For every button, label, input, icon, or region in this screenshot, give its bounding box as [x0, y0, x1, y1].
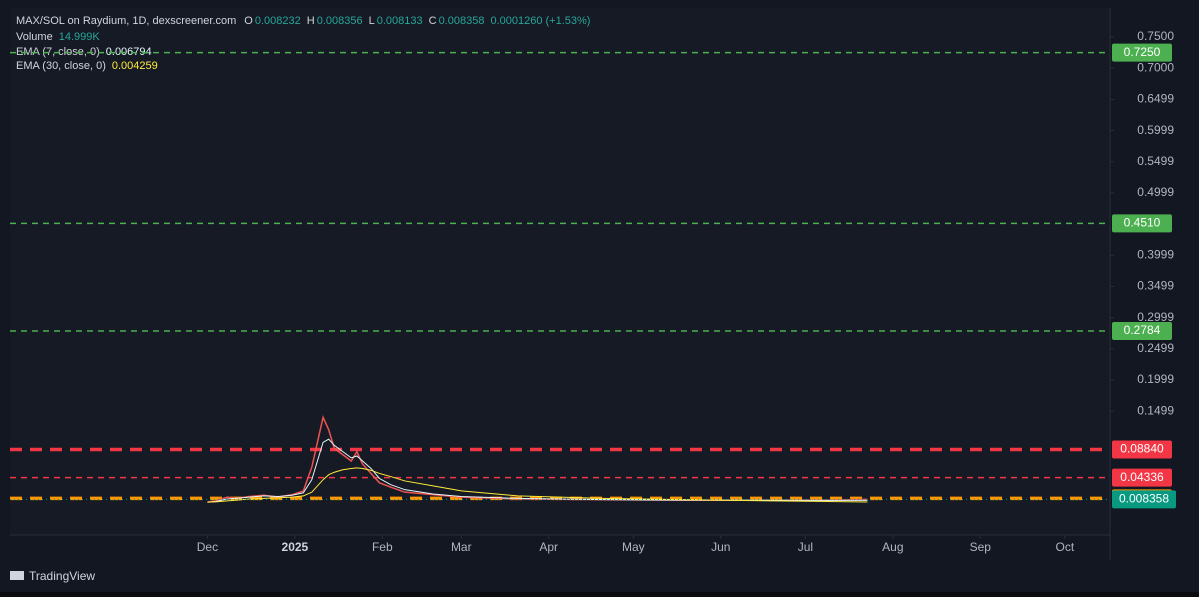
ema7-value: 0.006794 — [106, 46, 152, 58]
y-tick-label: 0.4999 — [1137, 185, 1174, 199]
ohlc-key: H — [307, 15, 315, 27]
level-label-bg — [1112, 322, 1172, 341]
last-price-bg — [1112, 490, 1176, 509]
level-label: 0.2784 — [1124, 323, 1161, 337]
y-tick-label: 0.5499 — [1137, 154, 1174, 168]
x-tick-label: Mar — [451, 540, 472, 554]
series-line — [207, 467, 868, 503]
series-line — [207, 438, 868, 503]
ohlc-key: O — [244, 15, 253, 27]
level-label-bg — [1112, 214, 1172, 233]
y-tick-label: 0.2499 — [1137, 341, 1174, 355]
x-tick-label: Oct — [1056, 540, 1075, 554]
ema30-value: 0.004259 — [112, 60, 158, 72]
x-tick-label: Dec — [197, 540, 218, 554]
ohlc-value: 0.008133 — [377, 15, 423, 27]
volume-label: Volume — [16, 31, 53, 43]
x-tick-label: May — [622, 540, 645, 554]
y-tick-label: 0.5999 — [1137, 123, 1174, 137]
x-tick-label: Sep — [970, 540, 992, 554]
y-tick-label: 0.2999 — [1137, 310, 1174, 324]
header: MAX/SOL on Raydium, 1D, dexscreener.com O… — [16, 15, 590, 72]
x-tick-label: Jul — [798, 540, 813, 554]
x-tick-label: Feb — [372, 540, 393, 554]
x-tick-label: Apr — [539, 540, 558, 554]
footer-logo: TradingView — [10, 569, 95, 583]
y-tick-label: 0.3499 — [1137, 279, 1174, 293]
ema30-label: EMA (30, close, 0) — [16, 60, 106, 72]
level-label: 0.04336 — [1120, 470, 1164, 484]
level-label-bg — [1112, 43, 1172, 62]
ohlc-key: C — [429, 15, 437, 27]
ohlc-value: 0.008232 — [255, 15, 301, 27]
level-label: 0.7250 — [1124, 45, 1161, 59]
symbol: MAX/SOL on Raydium, 1D, dexscreener.com — [16, 15, 236, 27]
ohlc-value: 0.008356 — [317, 15, 363, 27]
ohlc-key: L — [369, 15, 375, 27]
y-tick-label: 0.1499 — [1137, 403, 1174, 417]
brand: TradingView — [29, 569, 95, 583]
ohlc-value: 0.008358 — [439, 15, 485, 27]
y-tick-label: 0.6499 — [1137, 92, 1174, 106]
x-tick-label: Jun — [711, 540, 730, 554]
plot-area — [10, 8, 1110, 535]
level-label-bg — [1112, 440, 1172, 459]
series-line — [207, 414, 868, 503]
y-tick-label: 0.1999 — [1137, 372, 1174, 386]
x-tick-label: Aug — [882, 540, 903, 554]
level-label-bg — [1112, 468, 1172, 487]
level-label: 0.4510 — [1124, 216, 1161, 230]
y-tick-label: 0.7500 — [1137, 29, 1174, 43]
last-price-label: 0.008358 — [1119, 492, 1169, 506]
x-tick-label: 2025 — [282, 540, 309, 554]
logo-icon — [10, 571, 24, 580]
y-tick-label: 0.7000 — [1137, 60, 1174, 74]
y-tick-label: 0.3999 — [1137, 247, 1174, 261]
change: 0.0001260 (+1.53%) — [490, 15, 590, 27]
level-label: 0.08840 — [1120, 442, 1164, 456]
volume-value: 14.999K — [59, 31, 101, 43]
